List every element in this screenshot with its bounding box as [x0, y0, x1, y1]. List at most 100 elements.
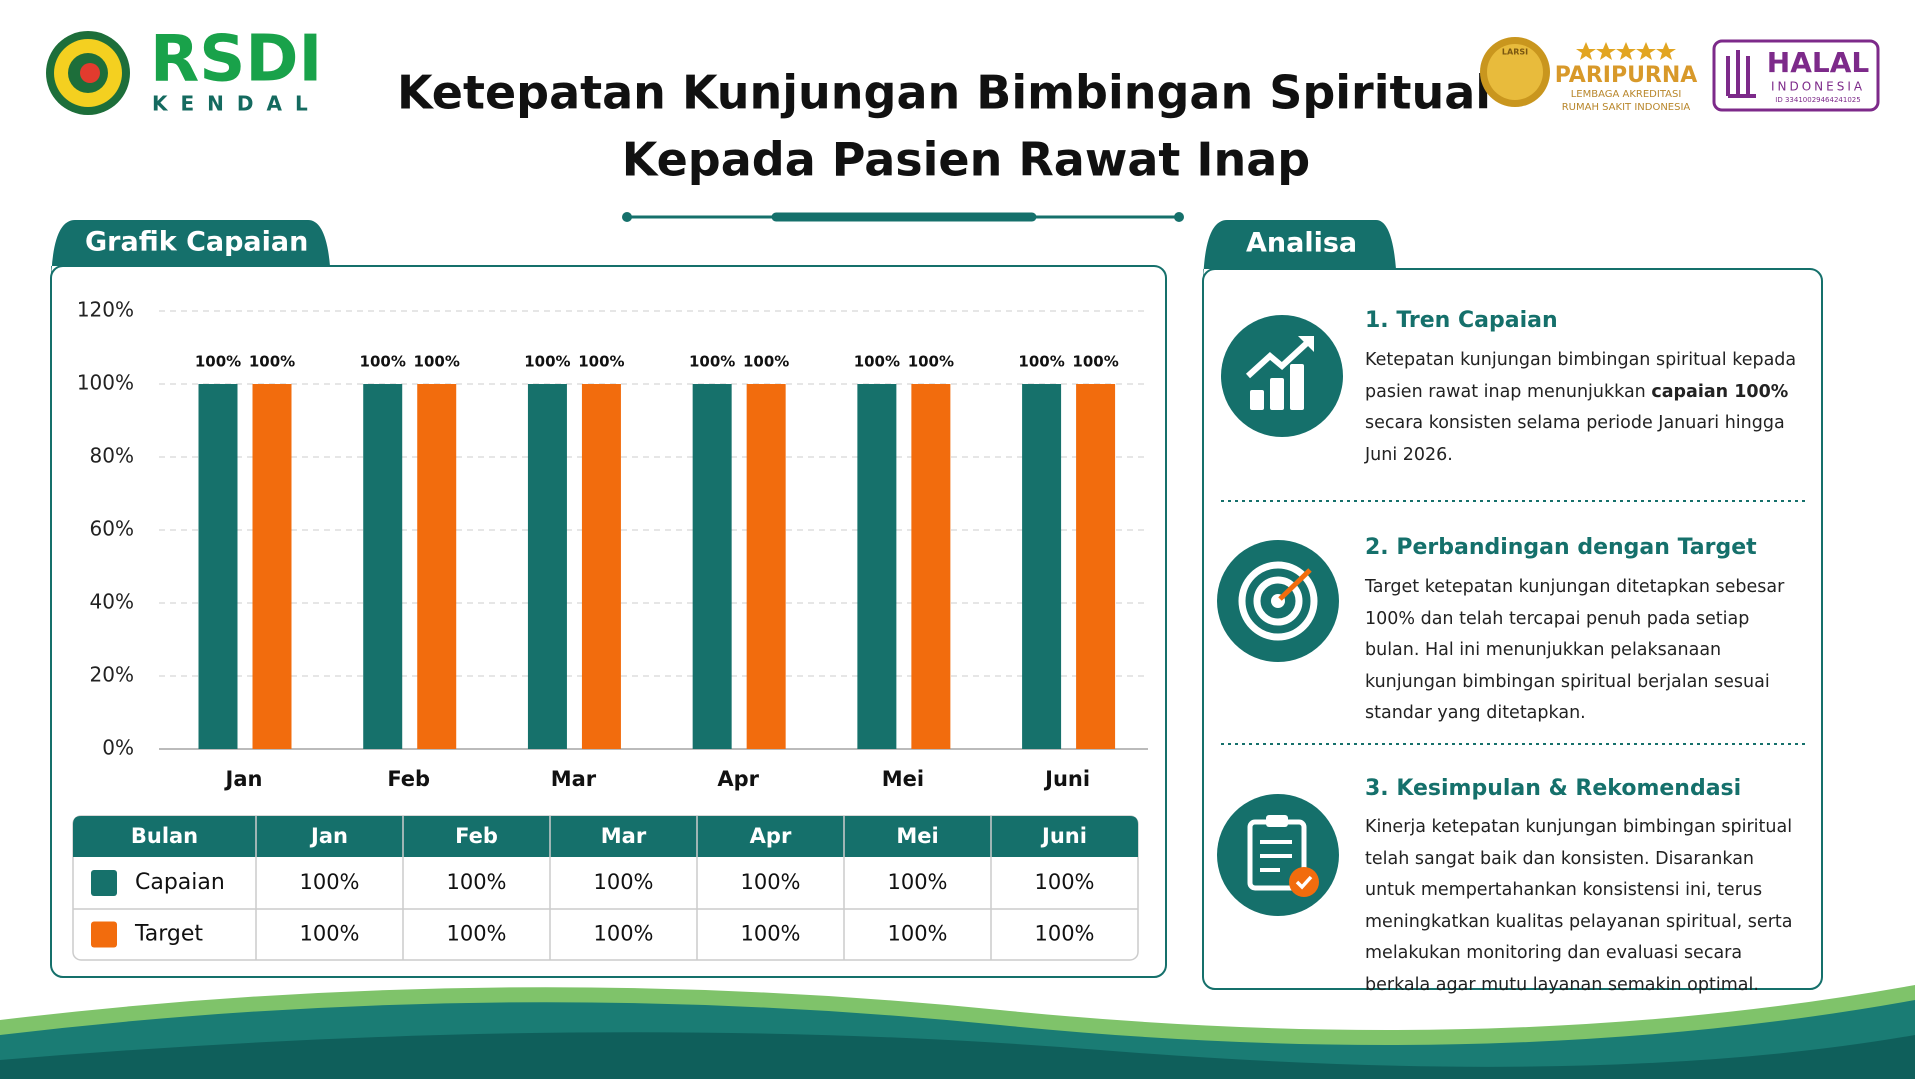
icon-arrowhead	[1298, 336, 1314, 352]
chart-title: Grafik Capaian	[85, 227, 308, 258]
x-tick-label: Feb	[387, 767, 430, 791]
x-tick-label: Juni	[1043, 767, 1090, 791]
icon-bar	[1290, 364, 1304, 410]
legend-swatch	[91, 870, 117, 896]
seal-inner	[1487, 44, 1543, 100]
legend-swatch	[91, 921, 117, 948]
chart: 0% 20% 40% 60% 80% 100% 120% Jan 100% 100% Feb 100%…	[77, 298, 1148, 791]
table-header-cell: Apr	[750, 824, 792, 848]
table-header-bg	[73, 816, 1138, 857]
halal-label: HALAL	[1767, 46, 1870, 79]
logo-name: RSDI	[150, 23, 322, 97]
value-label: 100%	[578, 353, 624, 371]
stars	[1576, 42, 1676, 60]
icon-target-dart	[1278, 568, 1312, 601]
bar	[1022, 384, 1062, 749]
value-label: 100%	[414, 353, 460, 371]
icon-bar	[1270, 378, 1284, 410]
accreditation-org: RUMAH SAKIT INDONESIA	[1562, 102, 1691, 113]
value-label: 100%	[195, 353, 241, 371]
value-label: 100%	[524, 353, 570, 371]
star	[1596, 42, 1616, 60]
title-line: Kepada Pasien Rawat Inap	[622, 133, 1310, 187]
chart-panel-tab	[51, 220, 330, 290]
analysis-panel-tab	[1203, 220, 1396, 292]
bar	[1076, 384, 1116, 749]
x-tick-label: Jan	[224, 767, 263, 791]
y-tick-label: 0%	[102, 736, 134, 760]
table-cell: 100%	[887, 870, 947, 894]
table-cell: 100%	[593, 922, 653, 946]
table-header-cell: Jan	[309, 824, 348, 848]
table-header-cell: Juni	[1040, 824, 1087, 848]
table-header-cell: Feb	[455, 824, 498, 848]
table-header-cell: Mar	[601, 824, 647, 848]
item-heading: 1. Tren Capaian	[1365, 308, 1558, 333]
icon-check-badge	[1289, 867, 1319, 897]
bar	[911, 384, 951, 749]
halal-logo	[1726, 50, 1756, 98]
x-tick-label: Mar	[551, 767, 597, 791]
table-cell: 100%	[740, 922, 800, 946]
value-label: 100%	[908, 353, 954, 371]
value-label: 100%	[743, 353, 789, 371]
bar	[527, 384, 567, 749]
data-table: Bulan Jan Feb Mar Apr Mei Juni Capaian 100% 100% 1…	[72, 815, 1139, 961]
title-rule-dot	[1174, 212, 1184, 222]
item-body: Target ketepatan kunjungan ditetapkan se…	[1365, 572, 1805, 730]
accreditation-org: LEMBAGA AKREDITASI	[1571, 89, 1682, 100]
body-text: Ketepatan kunjungan bimbingan spiritual …	[1365, 350, 1797, 402]
halal-badge	[1712, 39, 1880, 112]
star	[1616, 42, 1636, 60]
logo-mark	[80, 63, 100, 83]
star	[1576, 42, 1596, 60]
title-line: Ketepatan Kunjungan Bimbingan Spiritual	[397, 66, 1491, 120]
seal-text: LARSI	[1502, 48, 1528, 57]
bar	[198, 384, 238, 749]
icon-target-ring	[1238, 561, 1318, 641]
value-label: 100%	[1018, 353, 1064, 371]
x-tick-label: Apr	[717, 767, 759, 791]
table-cell: 100%	[446, 870, 506, 894]
table-cell: 100%	[1034, 922, 1094, 946]
table-cell: 100%	[299, 870, 359, 894]
y-tick-label: 120%	[77, 298, 134, 322]
icon-trend	[1221, 315, 1343, 437]
wave	[0, 1032, 1915, 1079]
icon-trend-glyph	[1245, 336, 1314, 410]
body-text: secara konsisten selama periode Januari …	[1365, 413, 1785, 465]
accreditation-level: PARIPURNA	[1555, 63, 1698, 88]
halal-id: ID 33410029464241025	[1775, 96, 1860, 104]
table-cell: 100%	[740, 870, 800, 894]
item-heading: 2. Perbandingan dengan Target	[1365, 535, 1757, 560]
logo-city: KENDAL	[152, 92, 321, 116]
y-tick-label: 80%	[90, 444, 134, 468]
table-cell: 100%	[1034, 870, 1094, 894]
table-cell: 100%	[299, 922, 359, 946]
star	[1636, 42, 1656, 60]
table-header-cell: Mei	[896, 824, 938, 848]
table-cell: 100%	[446, 922, 506, 946]
bar	[746, 384, 786, 749]
halal-country: INDONESIA	[1771, 80, 1865, 94]
body-text: capaian 100%	[1651, 381, 1789, 402]
value-label: 100%	[689, 353, 735, 371]
icon-target-ring	[1253, 576, 1303, 626]
body-text: Target ketepatan kunjungan ditetapkan se…	[1365, 577, 1785, 723]
icon-clipboard-lines	[1260, 840, 1292, 872]
icon-check	[1295, 875, 1313, 890]
bar	[692, 384, 732, 749]
table-header-cell: Bulan	[131, 824, 198, 848]
bar	[252, 384, 292, 749]
icon-clipboard-clip	[1266, 815, 1288, 827]
bar	[581, 384, 621, 749]
analysis-title: Analisa	[1246, 228, 1357, 259]
table-cell: 100%	[593, 870, 653, 894]
item-heading: 3. Kesimpulan & Rekomendasi	[1365, 776, 1741, 801]
value-label: 100%	[360, 353, 406, 371]
y-tick-label: 100%	[77, 371, 134, 395]
y-tick-label: 60%	[90, 517, 134, 541]
value-label: 100%	[249, 353, 295, 371]
